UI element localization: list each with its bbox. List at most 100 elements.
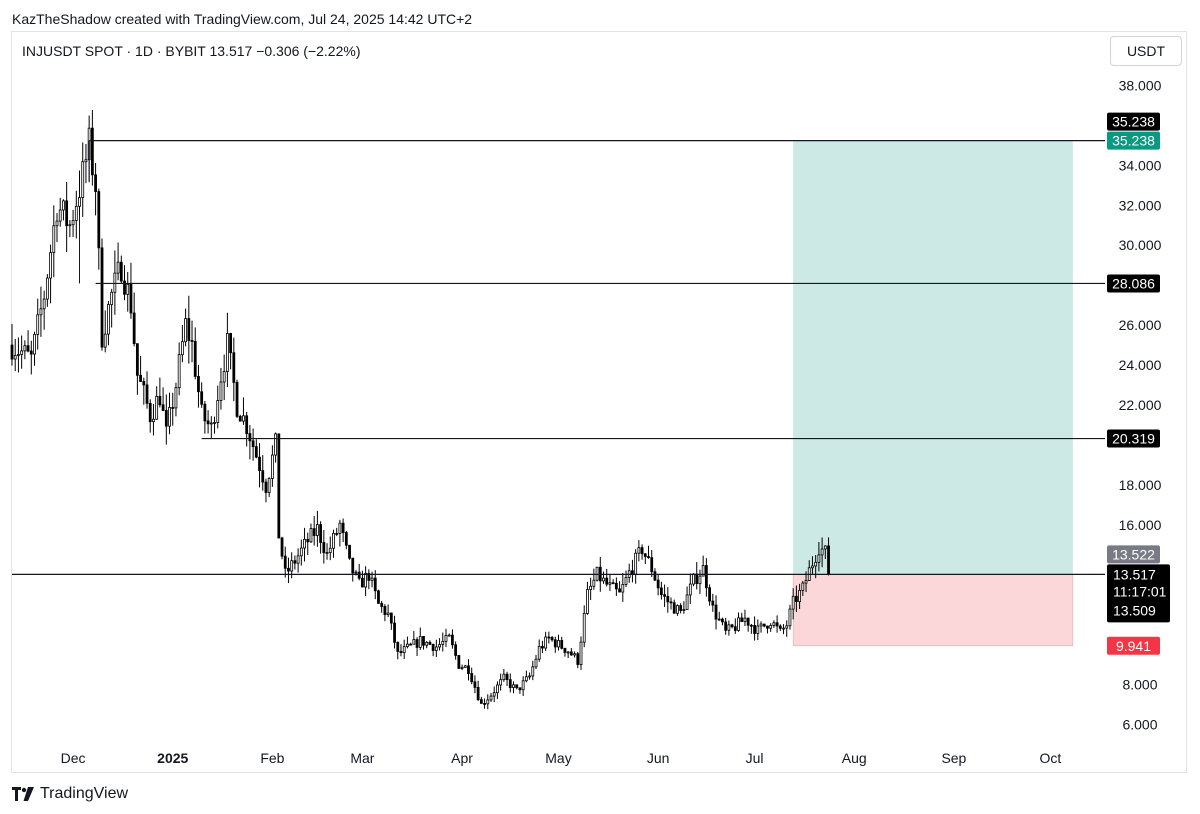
candle[interactable]: [335, 527, 339, 537]
candle[interactable]: [107, 300, 110, 346]
candle[interactable]: [624, 570, 628, 588]
candle[interactable]: [94, 163, 97, 216]
candle[interactable]: [823, 545, 827, 559]
candle[interactable]: [235, 379, 239, 418]
candle[interactable]: [717, 611, 721, 621]
candle[interactable]: [447, 633, 451, 637]
candle[interactable]: [560, 636, 564, 650]
candle[interactable]: [55, 213, 59, 243]
candle[interactable]: [283, 546, 287, 578]
candle[interactable]: [197, 364, 200, 408]
candle[interactable]: [682, 601, 686, 614]
candle[interactable]: [762, 623, 766, 628]
candle[interactable]: [794, 585, 798, 612]
candle[interactable]: [357, 563, 361, 581]
candle[interactable]: [74, 190, 78, 239]
candle[interactable]: [492, 686, 496, 703]
candle[interactable]: [325, 543, 329, 560]
candle[interactable]: [483, 698, 486, 709]
candle[interactable]: [425, 641, 429, 649]
candle[interactable]: [547, 631, 551, 644]
candle[interactable]: [126, 272, 130, 312]
candle[interactable]: [293, 555, 297, 570]
candle[interactable]: [746, 617, 750, 632]
candle[interactable]: [20, 335, 24, 369]
candle[interactable]: [753, 616, 756, 641]
candle[interactable]: [692, 573, 695, 587]
candle[interactable]: [110, 288, 114, 328]
candle[interactable]: [296, 548, 300, 573]
candle[interactable]: [180, 324, 184, 363]
candle[interactable]: [714, 595, 718, 630]
candle[interactable]: [81, 142, 85, 217]
candle[interactable]: [791, 588, 795, 620]
candle[interactable]: [467, 659, 470, 681]
candle[interactable]: [631, 559, 634, 583]
candle[interactable]: [602, 571, 605, 584]
candle[interactable]: [541, 640, 544, 654]
candle[interactable]: [656, 575, 660, 596]
candle[interactable]: [267, 477, 271, 498]
candle[interactable]: [573, 651, 576, 658]
candle[interactable]: [457, 654, 461, 670]
candle[interactable]: [766, 625, 769, 634]
candle[interactable]: [90, 110, 94, 186]
candle[interactable]: [486, 694, 490, 710]
candle[interactable]: [650, 549, 654, 578]
candle[interactable]: [592, 568, 596, 590]
candle[interactable]: [84, 144, 88, 184]
candle[interactable]: [29, 340, 33, 375]
candle[interactable]: [512, 681, 515, 694]
candle[interactable]: [724, 617, 728, 635]
candle[interactable]: [142, 377, 146, 405]
candle[interactable]: [389, 612, 393, 630]
candle[interactable]: [219, 367, 223, 410]
candle[interactable]: [193, 327, 197, 380]
candle[interactable]: [704, 558, 708, 597]
candle[interactable]: [418, 627, 422, 650]
candle[interactable]: [688, 573, 692, 604]
candle[interactable]: [132, 292, 136, 347]
candle[interactable]: [553, 636, 557, 653]
candle[interactable]: [303, 527, 306, 562]
candle[interactable]: [209, 416, 213, 438]
candle[interactable]: [103, 310, 107, 353]
candle[interactable]: [206, 410, 210, 434]
candle[interactable]: [431, 643, 435, 657]
candle[interactable]: [740, 612, 744, 622]
candle[interactable]: [33, 331, 36, 366]
candle[interactable]: [611, 579, 615, 585]
candle[interactable]: [785, 620, 789, 637]
tradingview-logo[interactable]: TradingView: [12, 784, 128, 804]
candle[interactable]: [222, 354, 226, 401]
candle[interactable]: [129, 262, 133, 319]
candle[interactable]: [171, 392, 175, 426]
candle[interactable]: [13, 338, 17, 372]
candle[interactable]: [187, 295, 191, 364]
candle[interactable]: [820, 537, 824, 568]
candle[interactable]: [65, 181, 69, 252]
target-zone[interactable]: [793, 140, 1073, 575]
candle[interactable]: [62, 199, 65, 221]
candle[interactable]: [441, 632, 445, 652]
candle[interactable]: [438, 638, 441, 651]
candle[interactable]: [518, 687, 522, 694]
candle[interactable]: [676, 604, 679, 616]
candle[interactable]: [534, 654, 538, 669]
candle[interactable]: [524, 670, 528, 683]
candle[interactable]: [460, 664, 464, 671]
candle[interactable]: [377, 589, 380, 604]
candle[interactable]: [287, 557, 290, 584]
candle[interactable]: [242, 397, 245, 425]
candle[interactable]: [811, 556, 814, 575]
candle[interactable]: [332, 529, 335, 558]
candle[interactable]: [58, 197, 62, 227]
candle[interactable]: [463, 664, 467, 668]
candle[interactable]: [168, 392, 171, 435]
candle[interactable]: [238, 414, 242, 422]
candle[interactable]: [225, 312, 229, 388]
candle[interactable]: [528, 672, 531, 680]
candle[interactable]: [759, 621, 763, 633]
candle[interactable]: [123, 265, 126, 301]
candle[interactable]: [361, 570, 364, 588]
